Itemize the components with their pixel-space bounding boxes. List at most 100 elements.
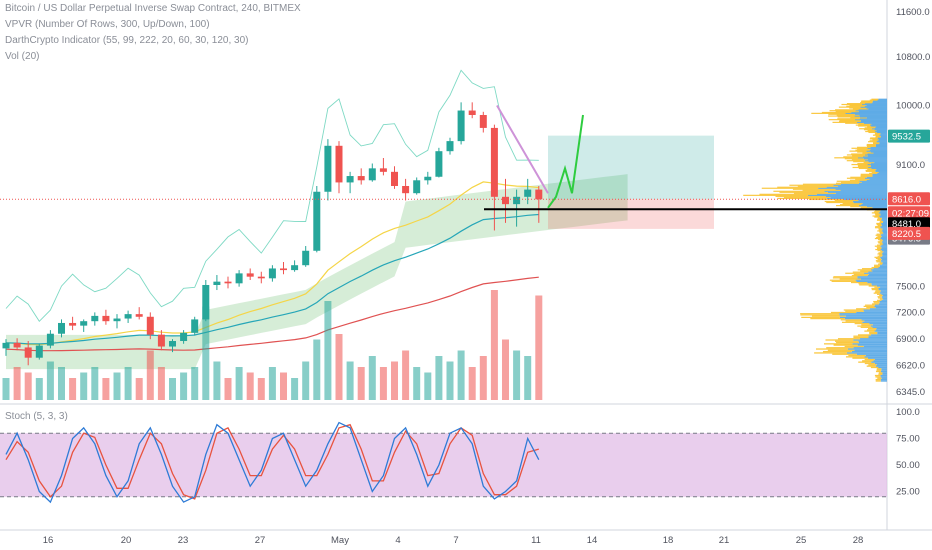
candle-body[interactable] [157,334,165,347]
vpvr-up-bar [874,245,881,247]
vpvr-down-bar [877,99,887,101]
candle-body[interactable] [291,265,299,271]
candle-body[interactable] [391,171,398,186]
candle-body[interactable] [180,332,188,342]
vpvr-up-bar [858,361,872,363]
vpvr-down-bar [864,320,887,322]
candle-body[interactable] [513,196,521,205]
candle-body[interactable] [135,314,143,317]
vpvr-up-bar [850,176,867,178]
vpvr-down-bar [879,142,887,144]
vpvr-down-bar [837,185,887,187]
vpvr-up-bar [877,377,882,379]
candle-body[interactable] [113,318,121,322]
candle-body[interactable] [280,268,287,271]
vpvr-down-bar [860,119,887,122]
vpvr-up-bar [874,374,881,377]
downtrend-line[interactable] [496,104,549,194]
candle-body[interactable] [124,314,132,319]
candle-body[interactable] [435,151,443,177]
vpvr-up-bar [857,162,871,165]
stoch-pane[interactable] [0,421,887,504]
stop-loss-zone[interactable] [548,199,714,229]
candle-body[interactable] [169,341,176,347]
vpvr-legend[interactable]: VPVR (Number Of Rows, 300, Up/Down, 100) [5,19,210,30]
candle-body[interactable] [413,180,421,194]
price-badge [888,129,930,143]
candle-body[interactable] [457,110,465,142]
candle-body[interactable] [479,114,487,128]
candle-body[interactable] [58,322,65,334]
candle-body[interactable] [302,250,310,266]
candle-body[interactable] [46,333,54,346]
candle-body[interactable] [357,176,365,181]
price-badge [888,206,930,220]
candle-body[interactable] [69,322,77,326]
candle-body[interactable] [368,168,376,181]
candle-body[interactable] [379,168,387,172]
vpvr-up-bar [845,320,865,322]
time-axis[interactable]: 16 20 23 27 May 4 7 11 14 18 21 25 28 [43,535,864,546]
vpvr-down-bar [866,206,887,208]
main-pane[interactable] [0,0,932,531]
projection-path[interactable] [547,114,584,209]
stoch-tick-label: 75.00 [896,434,920,445]
vpvr-up-bar [860,102,873,104]
darthcrypto-legend[interactable]: DarthCrypto Indicator (55, 99, 222, 20, … [5,35,249,46]
candle-body[interactable] [202,284,210,320]
stoch-legend[interactable]: Stoch (5, 3, 3) [5,411,68,422]
candle-body[interactable] [24,347,32,358]
candle-body[interactable] [235,273,243,284]
vpvr-up-bar [852,357,868,359]
vpvr-up-bar [835,182,859,184]
candle-body[interactable] [535,189,543,200]
volume-bar [124,367,132,400]
candle-body[interactable] [13,342,21,348]
vpvr-down-bar [866,176,887,178]
symbol-title[interactable]: Bitcoin / US Dollar Perpetual Inverse Sw… [5,3,301,14]
volume-bar [69,378,77,400]
candle-body[interactable] [346,176,354,183]
candle-body[interactable] [313,191,321,251]
candle-body[interactable] [146,316,154,335]
candle-body[interactable] [268,268,276,279]
candle-body[interactable] [324,145,332,192]
vpvr-down-bar [839,314,887,316]
candle-body[interactable] [102,315,110,322]
candle-body[interactable] [213,281,221,285]
candle-body[interactable] [224,281,232,284]
candle-body[interactable] [468,110,476,115]
vpvr-down-bar [863,158,887,160]
candle-body[interactable] [191,319,199,333]
candle-body[interactable] [35,345,43,358]
candle-body[interactable] [502,196,509,205]
vpvr-down-bar [867,147,887,149]
vpvr-down-bar [873,360,887,362]
vpvr-down-bar [872,100,887,102]
candle-body[interactable] [80,321,88,326]
candle-body[interactable] [524,189,532,197]
vpvr-up-bar [874,227,881,229]
candle-body[interactable] [335,145,343,183]
candle-body[interactable] [246,273,254,277]
vpvr-down-bar [871,283,887,285]
candle-body[interactable] [402,185,410,194]
candle-body[interactable] [2,342,10,349]
vpvr-down-bar [876,141,887,143]
price-axis[interactable]: 11600.0 10800.0 10000.0 9100.0 7500.0 7200.0 6… [896,7,930,498]
volume-bar [246,372,254,400]
vpvr-down-bar [839,316,887,319]
vpvr-down-bar [872,324,887,326]
volume-legend[interactable]: Vol (20) [5,51,40,62]
candle-body[interactable] [91,315,99,322]
volume-bar [502,339,509,400]
vpvr-up-bar [851,163,868,166]
candle-body[interactable] [490,127,498,197]
vpvr-down-bar [882,263,887,265]
vpvr-down-bar [876,329,887,331]
candle-body[interactable] [257,276,265,279]
candle-body[interactable] [424,176,432,181]
candle-body[interactable] [446,141,454,152]
vpvr-up-bar [868,285,877,287]
